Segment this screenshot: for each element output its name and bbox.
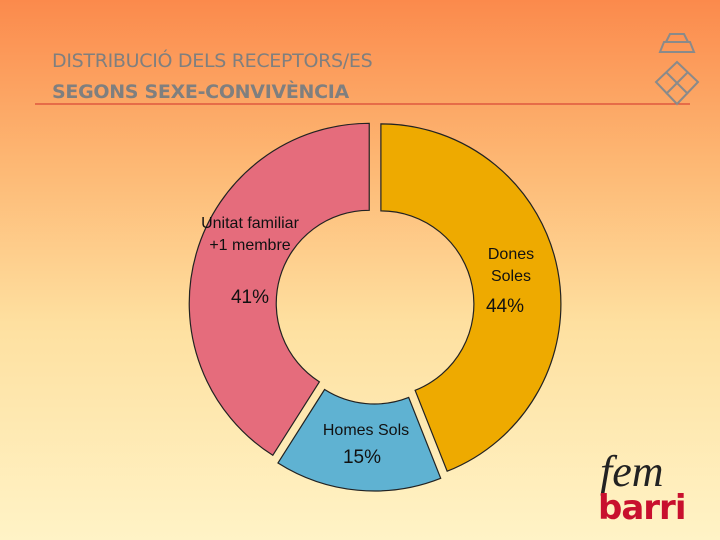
value-label: 15% xyxy=(342,447,382,468)
donut-slice xyxy=(277,388,442,492)
category-label: Dones Soles xyxy=(487,246,535,285)
donut-slice xyxy=(380,123,562,473)
logo-text: barri xyxy=(598,488,686,528)
title-line: SEGONS SEXE-CONVIVÈNCIA xyxy=(52,81,349,103)
crest xyxy=(654,33,700,106)
value-label: 44% xyxy=(485,296,525,317)
donut-slice xyxy=(188,122,370,457)
title-line: DISTRIBUCIÓ DELS RECEPTORS/ES xyxy=(52,50,373,72)
category-label: Unitat familiar +1 membre xyxy=(201,215,299,254)
logo-text: fem xyxy=(600,447,664,496)
value-label: 41% xyxy=(230,287,270,308)
category-label: Homes Sols xyxy=(322,422,410,439)
